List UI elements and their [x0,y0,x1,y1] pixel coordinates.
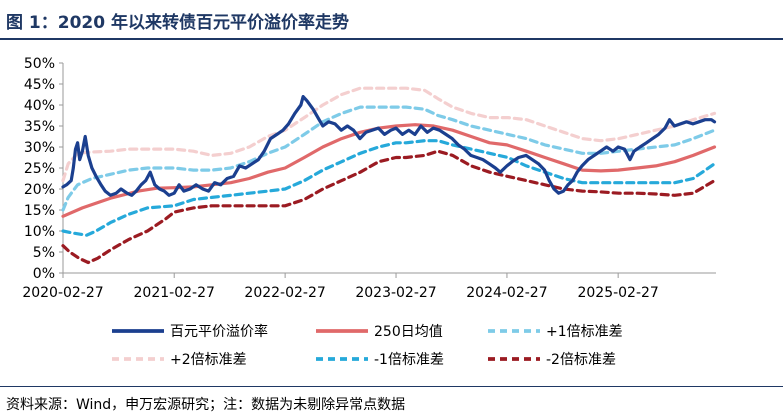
legend-label-2: +1倍标准差 [546,324,623,340]
legend-label-0: 百元平价溢价率 [170,323,268,340]
y-tick-label: 35% [24,119,55,135]
x-tick-label: 2024-02-27 [466,285,547,301]
figure-title: 图 1：2020 年以来转债百元平价溢价率走势 [6,13,349,33]
series-line-4 [61,139,717,237]
legend-label-4: -1倍标准差 [374,352,444,368]
y-tick-label: 25% [24,161,55,177]
y-tick-label: 15% [24,203,55,219]
y-tick-label: 20% [24,182,55,198]
chart-axes: 0% 5% 10% 15% 20% 25% 30% 35% 40% 45% 50% 2020-02-2… [22,56,716,301]
y-tick-label: 45% [24,77,55,93]
series-line-5 [61,149,717,265]
series-line-1 [61,123,717,218]
source-rule [0,386,783,387]
series-line-2 [61,105,717,212]
title-rule [0,38,783,40]
x-tick-label: 2023-02-27 [355,285,436,301]
x-tick-label: 2020-02-27 [22,285,103,301]
x-tick-label: 2022-02-27 [244,285,325,301]
source-note: 资料来源：Wind，申万宏源研究；注：数据为未剔除异常点数据 [6,397,406,413]
series-line-3 [61,86,717,183]
x-tick-label: 2025-02-27 [577,285,658,301]
y-tick-label: 30% [24,140,55,156]
x-tick-label: 2021-02-27 [134,285,215,301]
plot-area [61,86,717,265]
y-tick-label: 50% [24,56,55,72]
y-tick-label: 0% [33,266,55,282]
y-tick-label: 10% [24,224,55,240]
series-line-0 [61,95,717,197]
chart-legend: 百元平价溢价率 250日均值 +1倍标准差 +2倍标准差 -1倍标准差 -2倍标准差 [112,323,623,368]
legend-label-1: 250日均值 [374,324,443,340]
y-tick-label: 5% [33,245,55,261]
legend-label-5: -2倍标准差 [546,352,616,368]
y-tick-label: 40% [24,98,55,114]
legend-label-3: +2倍标准差 [170,352,247,368]
